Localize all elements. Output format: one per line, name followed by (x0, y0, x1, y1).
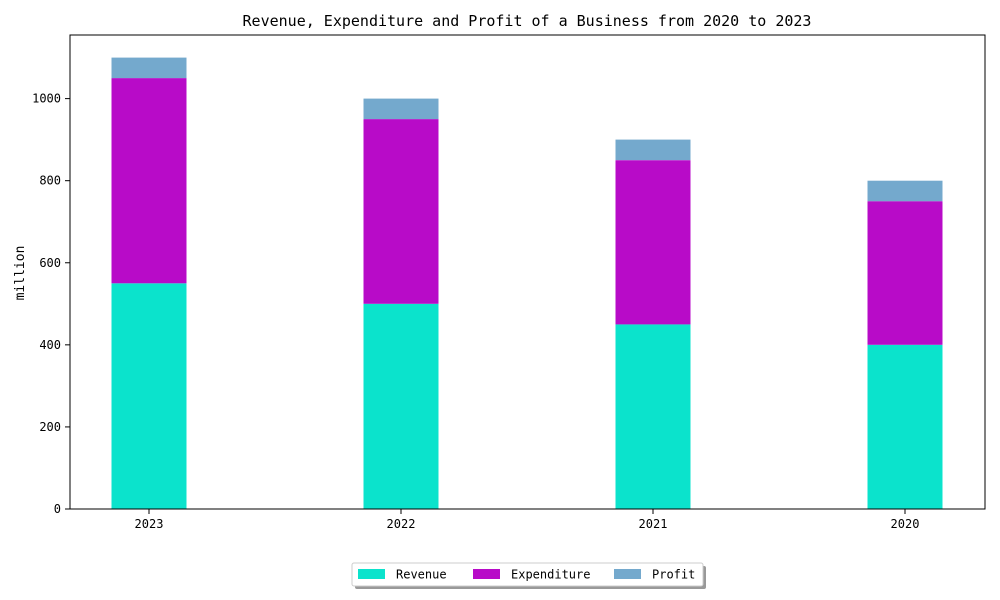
bar-expenditure-2021 (615, 160, 691, 325)
bar-profit-2021 (615, 139, 691, 161)
y-tick-label: 0 (54, 502, 61, 516)
plot-area (111, 57, 943, 509)
y-tick-label: 1000 (32, 92, 61, 106)
bar-expenditure-2022 (363, 119, 439, 304)
legend-swatch-expenditure (473, 569, 500, 579)
plot-frame (69, 34, 986, 510)
y-tick-label: 400 (39, 338, 61, 352)
bar-expenditure-2023 (111, 78, 187, 284)
chart-title: Revenue, Expenditure and Profit of a Bus… (243, 12, 812, 30)
y-axis-label: million (13, 246, 28, 301)
legend-label-revenue: Revenue (396, 568, 447, 582)
legend-label-expenditure: Expenditure (511, 568, 590, 582)
x-axis: 2023 2022 2021 2020 (135, 509, 920, 531)
bar-revenue-2020 (867, 344, 943, 509)
legend-swatch-profit (614, 569, 641, 579)
y-tick-label: 600 (39, 256, 61, 270)
y-axis: 0 200 400 600 800 1000 (32, 92, 70, 516)
x-tick-label: 2022 (387, 517, 416, 531)
bar-revenue-2023 (111, 283, 187, 509)
legend-box (351, 562, 704, 587)
bar-profit-2020 (867, 180, 943, 202)
x-tick-label: 2021 (639, 517, 668, 531)
legend: Revenue Expenditure Profit (351, 562, 706, 589)
bar-revenue-2022 (363, 303, 439, 509)
x-tick-label: 2023 (135, 517, 164, 531)
bar-revenue-2021 (615, 324, 691, 509)
y-tick-label: 800 (39, 174, 61, 188)
x-tick-label: 2020 (891, 517, 920, 531)
bar-profit-2023 (111, 57, 187, 79)
bar-expenditure-2020 (867, 201, 943, 345)
legend-swatch-revenue (358, 569, 385, 579)
legend-label-profit: Profit (652, 568, 695, 582)
bar-profit-2022 (363, 98, 439, 120)
y-tick-label: 200 (39, 420, 61, 434)
